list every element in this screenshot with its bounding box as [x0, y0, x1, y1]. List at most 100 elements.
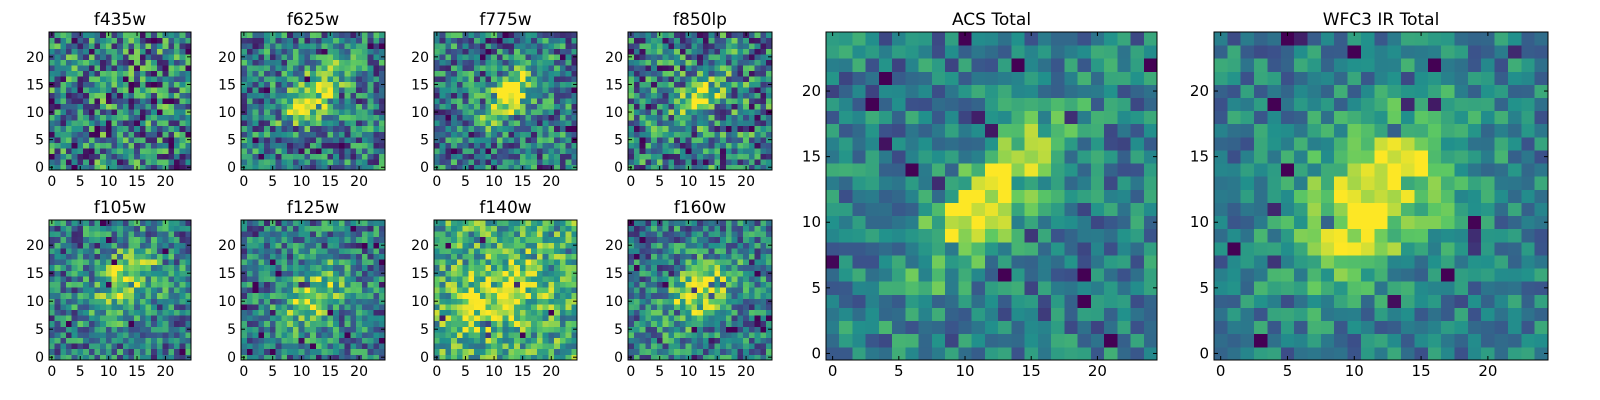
heatmap-cell — [60, 337, 67, 344]
heatmap-cell — [548, 332, 555, 338]
heatmap-cell — [105, 320, 112, 327]
heatmap-cell — [60, 304, 67, 310]
heatmap-cell — [111, 76, 118, 83]
y-tick-label: 20 — [218, 238, 236, 254]
heatmap-cell — [456, 158, 463, 165]
heatmap-cell — [519, 332, 526, 338]
heatmap-cell — [122, 348, 129, 355]
heatmap-cell — [474, 315, 481, 322]
heatmap-cell — [162, 158, 169, 165]
heatmap-cell — [662, 337, 669, 344]
heatmap-cell — [168, 136, 175, 143]
heatmap-cell — [633, 120, 640, 127]
heatmap-cell — [720, 158, 727, 165]
heatmap-cell — [760, 354, 767, 361]
heatmap-cell — [439, 32, 446, 38]
heatmap-cell — [668, 76, 675, 83]
heatmap-cell — [702, 276, 710, 282]
heatmap-cell — [269, 337, 276, 344]
heatmap-cell — [519, 59, 526, 66]
heatmap-cell — [679, 54, 686, 60]
heatmap-cell — [496, 114, 504, 121]
heatmap-cell — [725, 109, 733, 116]
heatmap-cell — [367, 32, 374, 38]
heatmap-cell — [134, 48, 141, 55]
heatmap-cell — [496, 158, 504, 165]
heatmap-cell — [656, 70, 663, 77]
heatmap-cell — [702, 37, 710, 44]
heatmap-cell — [66, 59, 73, 66]
heatmap-cell — [542, 59, 549, 66]
heatmap-cell — [281, 309, 288, 316]
heatmap-cell — [179, 109, 186, 116]
heatmap-cell — [145, 253, 152, 260]
heatmap-cell — [66, 158, 73, 165]
heatmap-cell — [766, 65, 773, 72]
heatmap-cell — [185, 236, 192, 243]
heatmap-cell — [269, 320, 276, 327]
heatmap-cell — [156, 43, 163, 49]
heatmap-cell — [439, 87, 446, 94]
heatmap-cell — [344, 98, 351, 105]
heatmap-cell — [134, 281, 141, 288]
heatmap-cell — [697, 32, 704, 38]
heatmap-cell — [361, 37, 369, 44]
heatmap-cell — [662, 142, 669, 149]
heatmap-cell — [264, 65, 271, 72]
heatmap-cell — [565, 142, 572, 149]
heatmap-cell — [304, 225, 311, 232]
heatmap-cell — [542, 87, 549, 94]
heatmap-cell — [361, 48, 369, 55]
heatmap-cell — [508, 120, 515, 127]
heatmap-cell — [628, 98, 635, 105]
heatmap-cell — [697, 114, 704, 121]
heatmap-cell — [71, 164, 78, 171]
heatmap-cell — [185, 153, 192, 160]
heatmap-cell — [145, 164, 152, 171]
heatmap-cell — [246, 136, 253, 143]
heatmap-cell — [434, 37, 441, 44]
heatmap-cell — [439, 70, 446, 77]
heatmap-cell — [145, 92, 152, 99]
heatmap-cell — [71, 315, 78, 322]
heatmap-cell — [691, 59, 698, 66]
heatmap-cell — [743, 70, 750, 77]
heatmap-cell — [685, 158, 692, 165]
heatmap-cell — [168, 231, 175, 238]
heatmap-cell — [344, 309, 351, 316]
heatmap-cell — [49, 59, 56, 66]
heatmap-cell — [49, 65, 56, 72]
heatmap-cell — [439, 304, 446, 310]
heatmap-cell — [662, 326, 669, 333]
heatmap-cell — [639, 76, 646, 83]
heatmap-cell — [737, 37, 744, 44]
heatmap-cell — [241, 304, 248, 310]
heatmap-cell — [139, 147, 146, 154]
heatmap-cell — [168, 337, 175, 344]
heatmap-cell — [674, 332, 681, 338]
heatmap-cell — [519, 37, 526, 44]
heatmap-cell — [350, 242, 357, 249]
heatmap-cell — [315, 281, 323, 288]
heatmap-cell — [565, 147, 572, 154]
heatmap-cell — [542, 248, 549, 254]
y-tick-label: 15 — [411, 266, 429, 282]
heatmap-cell — [531, 326, 538, 333]
x-tick-label: 15 — [128, 364, 146, 380]
heatmap-cell — [536, 270, 544, 277]
heatmap-cell — [77, 231, 84, 238]
heatmap-cell — [344, 54, 351, 60]
heatmap-cell — [139, 298, 146, 305]
heatmap-cell — [725, 125, 733, 132]
heatmap-cell — [94, 164, 101, 171]
heatmap-cell — [519, 65, 526, 72]
x-tick-label: 10 — [485, 364, 503, 380]
heatmap-cell — [71, 253, 78, 260]
heatmap-cell — [287, 164, 294, 171]
heatmap-cell — [725, 298, 733, 305]
heatmap-cell — [468, 276, 475, 282]
heatmap-cell — [356, 37, 363, 44]
heatmap-cell — [361, 65, 369, 72]
heatmap-cell — [491, 343, 498, 350]
heatmap-cell — [111, 120, 118, 127]
